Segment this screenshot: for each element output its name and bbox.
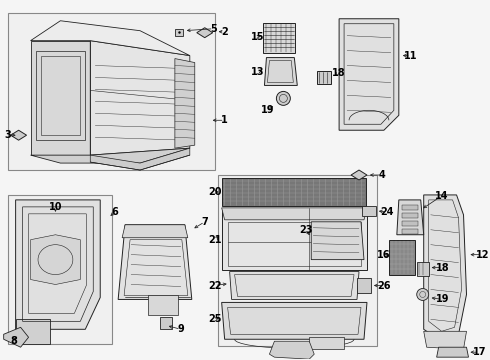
Text: 18: 18 <box>332 68 346 77</box>
Bar <box>402 221 418 226</box>
Bar <box>389 240 415 275</box>
Polygon shape <box>122 225 188 238</box>
Text: 12: 12 <box>476 249 489 260</box>
Text: 19: 19 <box>436 294 449 305</box>
Polygon shape <box>221 208 367 270</box>
Polygon shape <box>90 148 190 170</box>
Polygon shape <box>175 59 195 148</box>
Text: 14: 14 <box>435 191 448 201</box>
Polygon shape <box>424 195 466 339</box>
Bar <box>362 206 376 216</box>
Polygon shape <box>30 235 80 284</box>
Bar <box>8 195 112 344</box>
Text: 2: 2 <box>221 27 228 37</box>
Polygon shape <box>30 21 190 55</box>
Bar <box>402 205 418 210</box>
Polygon shape <box>339 19 399 130</box>
Text: 17: 17 <box>473 347 486 357</box>
Bar <box>221 178 366 206</box>
Circle shape <box>416 288 429 301</box>
Bar <box>160 318 172 329</box>
Polygon shape <box>16 200 100 329</box>
Polygon shape <box>309 337 344 349</box>
Polygon shape <box>270 341 314 359</box>
Text: 16: 16 <box>377 249 391 260</box>
Bar <box>148 296 178 315</box>
Text: 13: 13 <box>251 67 264 77</box>
Bar <box>175 29 183 36</box>
Text: 4: 4 <box>379 170 385 180</box>
Text: 10: 10 <box>49 202 62 212</box>
Text: 8: 8 <box>10 336 17 346</box>
Text: 24: 24 <box>380 207 393 217</box>
Polygon shape <box>221 302 367 339</box>
Text: 11: 11 <box>404 51 417 60</box>
Circle shape <box>276 91 291 105</box>
Polygon shape <box>30 148 190 163</box>
Text: 18: 18 <box>436 262 449 273</box>
Bar <box>228 222 361 266</box>
Text: 9: 9 <box>177 324 184 334</box>
Text: 20: 20 <box>208 187 221 197</box>
Polygon shape <box>90 41 190 155</box>
Bar <box>416 262 429 275</box>
Text: 6: 6 <box>112 207 119 217</box>
Polygon shape <box>11 130 26 140</box>
Bar <box>8 13 215 170</box>
Polygon shape <box>397 200 424 235</box>
Bar <box>402 213 418 218</box>
Bar <box>402 229 418 234</box>
Text: 3: 3 <box>4 130 11 140</box>
Polygon shape <box>311 222 364 260</box>
Bar <box>317 71 331 85</box>
Polygon shape <box>30 41 90 155</box>
Bar <box>357 278 371 293</box>
Text: 5: 5 <box>210 24 217 34</box>
Polygon shape <box>265 58 297 85</box>
Text: 21: 21 <box>208 235 221 245</box>
Text: 23: 23 <box>299 225 313 235</box>
Text: 26: 26 <box>377 280 391 291</box>
Text: 15: 15 <box>251 32 264 42</box>
Text: 22: 22 <box>208 280 221 291</box>
Polygon shape <box>230 271 359 300</box>
Polygon shape <box>437 347 468 357</box>
Polygon shape <box>351 170 367 180</box>
Text: 1: 1 <box>221 115 228 125</box>
Text: 19: 19 <box>261 105 274 115</box>
Polygon shape <box>424 331 466 349</box>
Polygon shape <box>221 208 367 220</box>
Polygon shape <box>118 225 192 300</box>
Polygon shape <box>16 319 50 344</box>
Text: 25: 25 <box>208 314 221 324</box>
Bar <box>264 23 295 53</box>
Polygon shape <box>197 28 213 38</box>
Text: 7: 7 <box>201 217 208 227</box>
Polygon shape <box>4 327 28 347</box>
Bar <box>218 175 377 346</box>
